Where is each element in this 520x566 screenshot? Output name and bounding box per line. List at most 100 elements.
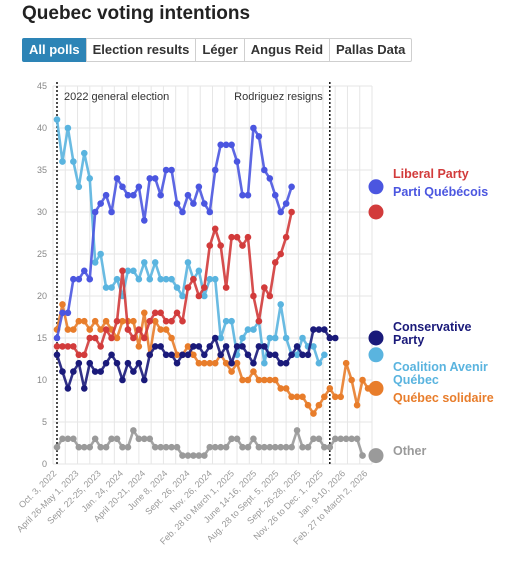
data-point bbox=[151, 309, 159, 317]
data-point bbox=[201, 284, 208, 291]
tab-leger[interactable]: Léger bbox=[195, 38, 245, 62]
data-point bbox=[222, 343, 230, 350]
data-point bbox=[255, 317, 263, 325]
data-point bbox=[201, 452, 208, 459]
data-point bbox=[130, 368, 137, 375]
data-point bbox=[250, 326, 257, 333]
data-point bbox=[315, 326, 323, 333]
data-point bbox=[80, 149, 88, 157]
data-point bbox=[233, 233, 241, 241]
data-point bbox=[86, 326, 94, 333]
data-point bbox=[293, 343, 301, 350]
data-point bbox=[222, 359, 230, 367]
data-point bbox=[211, 166, 219, 174]
data-point bbox=[337, 435, 345, 443]
data-point bbox=[184, 259, 192, 266]
data-point bbox=[195, 292, 203, 300]
data-point bbox=[239, 376, 246, 384]
data-point bbox=[277, 359, 285, 367]
data-point bbox=[119, 317, 126, 325]
y-tick-label: 30 bbox=[37, 207, 47, 217]
data-point bbox=[102, 443, 110, 451]
data-point bbox=[190, 452, 197, 459]
data-point bbox=[195, 452, 203, 459]
data-point bbox=[162, 351, 170, 359]
tab-angus-reid[interactable]: Angus Reid bbox=[243, 38, 331, 62]
data-point bbox=[130, 334, 137, 342]
chart-title: Quebec voting intentions bbox=[22, 3, 251, 24]
data-point bbox=[102, 359, 110, 367]
data-point bbox=[195, 267, 203, 275]
data-point bbox=[266, 443, 274, 451]
data-point bbox=[157, 326, 164, 333]
data-point bbox=[331, 334, 339, 342]
data-point bbox=[282, 334, 290, 342]
tab-pallas-data[interactable]: Pallas Data bbox=[329, 38, 413, 62]
data-point bbox=[184, 191, 192, 199]
data-point bbox=[130, 267, 137, 275]
data-point bbox=[64, 385, 72, 392]
data-point bbox=[211, 275, 219, 283]
data-point bbox=[86, 443, 94, 451]
data-point bbox=[135, 275, 143, 283]
data-point bbox=[70, 275, 77, 283]
data-point bbox=[288, 351, 295, 359]
data-point bbox=[135, 359, 143, 367]
data-point bbox=[53, 351, 61, 359]
data-point bbox=[75, 275, 83, 283]
data-point bbox=[201, 200, 208, 207]
data-point bbox=[135, 435, 143, 443]
data-point bbox=[315, 401, 323, 409]
data-point bbox=[299, 351, 306, 359]
data-point bbox=[331, 393, 339, 401]
data-point bbox=[184, 351, 192, 359]
data-point bbox=[80, 317, 88, 325]
data-point bbox=[157, 309, 164, 317]
data-point bbox=[151, 343, 159, 350]
data-point bbox=[97, 443, 104, 451]
data-point bbox=[304, 351, 312, 359]
data-point bbox=[206, 242, 214, 249]
data-point bbox=[353, 435, 361, 443]
data-point bbox=[64, 435, 72, 443]
data-point bbox=[195, 359, 203, 367]
data-point bbox=[288, 208, 295, 216]
data-point bbox=[80, 351, 88, 359]
data-point bbox=[250, 435, 257, 443]
data-point bbox=[353, 401, 361, 409]
data-point bbox=[217, 242, 224, 249]
data-point bbox=[201, 292, 208, 300]
data-point bbox=[184, 284, 192, 291]
data-point bbox=[64, 326, 72, 333]
data-point bbox=[75, 183, 83, 191]
grid bbox=[52, 85, 373, 465]
data-point bbox=[119, 183, 126, 191]
data-point bbox=[151, 175, 159, 182]
data-point bbox=[162, 326, 170, 333]
data-point bbox=[282, 443, 290, 451]
data-point bbox=[113, 435, 121, 443]
data-point bbox=[206, 208, 214, 216]
data-point bbox=[310, 343, 317, 350]
event-annotation: Rodriguez resigns bbox=[234, 91, 323, 103]
data-point bbox=[255, 376, 263, 384]
data-point bbox=[91, 259, 99, 266]
data-point bbox=[293, 393, 301, 401]
data-point bbox=[162, 317, 170, 325]
data-point bbox=[97, 368, 104, 375]
data-point bbox=[179, 292, 186, 300]
data-point bbox=[53, 443, 61, 451]
data-point bbox=[124, 443, 132, 451]
data-point bbox=[195, 343, 203, 350]
series-label: Other bbox=[393, 444, 426, 458]
data-point bbox=[130, 427, 137, 434]
data-point bbox=[310, 326, 317, 333]
data-point bbox=[228, 141, 235, 149]
data-point bbox=[222, 317, 230, 325]
data-point bbox=[266, 351, 274, 359]
data-point bbox=[261, 166, 268, 174]
data-point bbox=[277, 385, 285, 392]
y-tick-label: 15 bbox=[37, 333, 47, 343]
data-point bbox=[271, 443, 279, 451]
data-point bbox=[233, 359, 241, 367]
